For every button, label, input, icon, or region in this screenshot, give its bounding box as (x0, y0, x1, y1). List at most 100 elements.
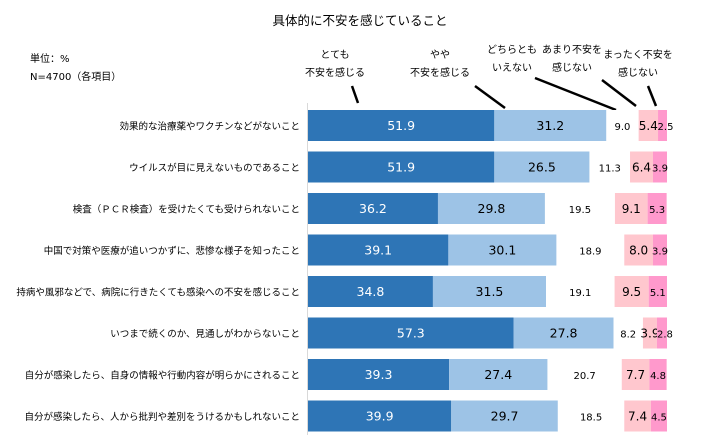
legend-label: いえない (492, 62, 532, 74)
data-label: 31.2 (536, 118, 564, 133)
data-label: 57.3 (397, 326, 425, 341)
bar-segment (451, 400, 558, 432)
data-label: 20.7 (573, 371, 595, 382)
data-label: 34.8 (357, 284, 385, 299)
category-label: 検査（ＰＣＲ検査）を受けたくても受けられないこと (73, 204, 300, 216)
bar-segment (621, 359, 650, 390)
data-label: 27.8 (550, 326, 578, 341)
category-label: 効果的な治療薬やワクチンなどがないこと (119, 121, 300, 133)
unit-label: 単位：% (30, 52, 70, 65)
data-label: 31.5 (476, 284, 504, 299)
bar-segment (308, 317, 514, 349)
bar-segment (432, 276, 547, 307)
legend-leader-line (601, 79, 637, 107)
bar-segment (656, 317, 667, 349)
data-label: 9.5 (622, 285, 641, 299)
legend-label: どちらとも (487, 44, 537, 56)
legend-label: まったく不安を (603, 48, 673, 61)
category-label: ウイルスが目に見えないものであること (129, 162, 300, 174)
data-label: 2.8 (657, 330, 673, 341)
bar-segment (547, 359, 622, 390)
data-label: 29.8 (478, 201, 506, 216)
bar-segment (513, 317, 614, 349)
data-label: 3.9 (640, 327, 659, 341)
category-label: 自分が感染したら、人から批判や差別をうけるかもしれないこと (24, 411, 300, 423)
data-label: 39.1 (364, 243, 392, 258)
legend-label: 不安を感じる (410, 66, 470, 79)
data-label: 2.5 (658, 122, 674, 133)
bar-segment (449, 359, 548, 390)
data-label: 5.1 (650, 288, 666, 299)
bar-segment (652, 151, 667, 183)
data-label: 8.2 (620, 330, 636, 341)
bar-segment (652, 234, 667, 266)
bar-segment (494, 151, 590, 183)
data-label: 4.5 (651, 413, 667, 424)
data-label: 51.9 (387, 118, 415, 133)
data-label: 39.3 (365, 367, 393, 382)
data-label: 39.9 (366, 409, 394, 424)
data-label: 30.1 (488, 243, 516, 258)
legend-label: 不安を感じる (305, 66, 365, 79)
category-label: 中国で対策や医療が追いつかずに、悲惨な様子を知ったこと (44, 245, 300, 257)
bar-segment (308, 193, 438, 224)
legend-leader-line (474, 84, 506, 110)
data-label: 9.1 (622, 202, 641, 216)
bar-segment (647, 193, 667, 224)
data-label: 5.4 (639, 119, 658, 133)
data-label: 3.9 (652, 164, 668, 175)
data-label: 7.7 (626, 368, 645, 382)
bar-segment (649, 359, 667, 390)
legend-label: あまり不安を (542, 43, 602, 56)
data-label: 26.5 (528, 160, 556, 175)
bar-segment (642, 317, 657, 349)
data-label: 29.7 (491, 409, 519, 424)
bar-segment (546, 276, 615, 307)
category-label: 自分が感染したら、自身の情報や行動内容が明らかにされること (25, 370, 300, 382)
bar-segment (308, 234, 449, 266)
category-label: いつまで続くのか、見通しがわからないこと (110, 328, 300, 340)
data-label: 4.8 (650, 371, 666, 382)
legend-leader-line (350, 85, 360, 104)
data-label: 9.0 (615, 122, 631, 133)
bar-segment (494, 110, 607, 141)
data-label: 6.4 (632, 161, 651, 175)
bar-segment (437, 193, 545, 224)
data-label: 19.5 (569, 205, 591, 216)
data-label: 5.3 (649, 205, 665, 216)
legend-label: やや (430, 49, 450, 61)
legend-leader-line (534, 76, 617, 112)
bar-segment (308, 151, 495, 183)
data-label: 36.2 (359, 201, 387, 216)
bar-segment (614, 276, 649, 307)
bar-segment (648, 276, 667, 307)
legend-label: 感じない (552, 61, 592, 74)
bar-segment (308, 110, 495, 141)
bar-segment (308, 276, 433, 307)
bar-segment (589, 151, 631, 183)
legend-leader-line (646, 85, 658, 107)
bar-segment (557, 400, 625, 432)
bar-segment (606, 110, 639, 141)
bar-segment (650, 400, 667, 432)
data-label: 18.5 (580, 413, 602, 424)
bar-segment (658, 110, 667, 141)
data-label: 3.9 (652, 247, 668, 258)
data-label: 27.4 (484, 367, 512, 382)
category-label: 持病や風邪などで、病院に行きたくても感染への不安を感じること (16, 287, 300, 299)
data-label: 8.0 (629, 244, 648, 258)
legend-label: 感じない (618, 66, 658, 79)
bar-segment (308, 400, 452, 432)
data-label: 18.9 (579, 247, 601, 258)
bar-segment (448, 234, 557, 266)
data-label: 51.9 (387, 160, 415, 175)
chart-title: 具体的に不安を感じていること (272, 13, 447, 28)
bar-segment (556, 234, 625, 266)
bar-segment (630, 151, 653, 183)
bar-segment (624, 234, 653, 266)
data-label: 19.1 (569, 288, 591, 299)
bar-segment (638, 110, 659, 141)
legend-label: とても (320, 49, 349, 61)
n-label: N=4700（各項目） (30, 70, 121, 83)
